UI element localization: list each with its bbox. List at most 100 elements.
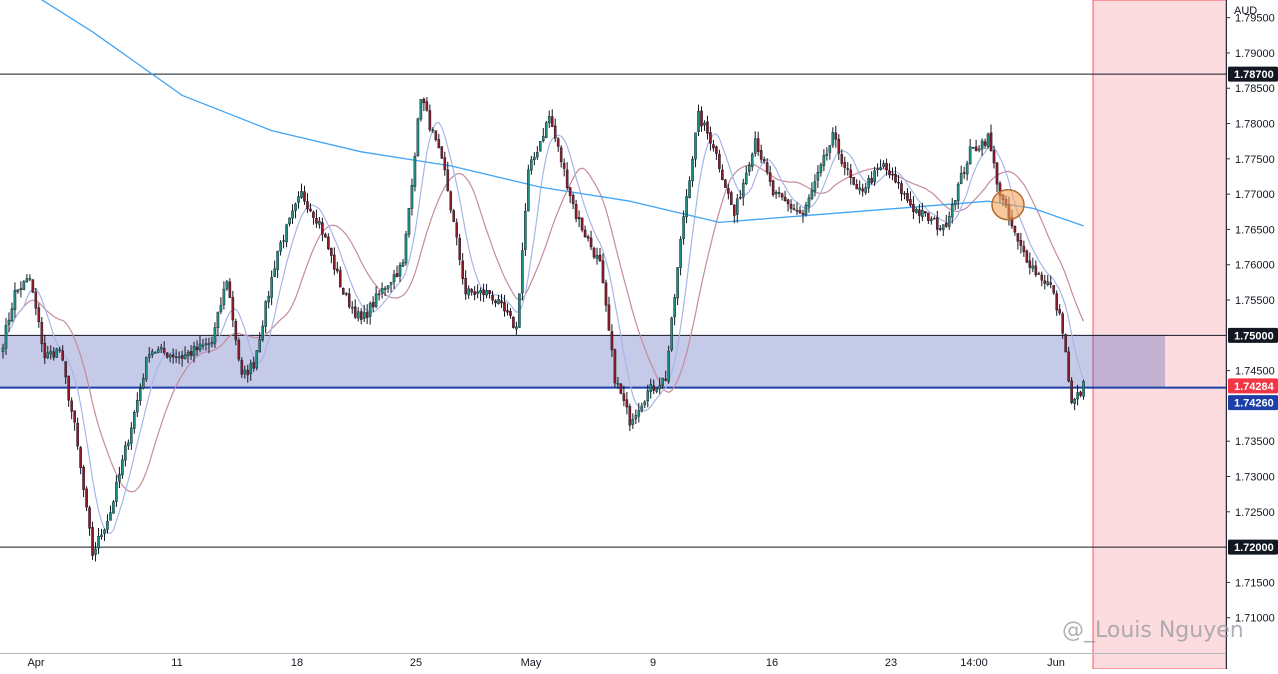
candle <box>106 514 109 534</box>
candle <box>810 182 814 201</box>
candle <box>219 297 223 315</box>
candle <box>339 266 342 288</box>
candle <box>76 417 79 450</box>
candle <box>986 132 990 149</box>
candle <box>458 233 462 266</box>
candle <box>276 250 279 278</box>
candle <box>368 301 372 325</box>
candle <box>109 505 112 521</box>
candle <box>395 265 399 278</box>
candle <box>467 285 470 299</box>
candle <box>401 258 405 268</box>
candle <box>577 210 581 228</box>
candle <box>879 159 882 171</box>
candle <box>461 253 464 285</box>
candle <box>861 183 864 197</box>
x-tick-label: Jun <box>1047 657 1065 669</box>
candle <box>867 175 870 194</box>
svg-text:1.74260: 1.74260 <box>1234 398 1274 410</box>
candle <box>1070 377 1073 405</box>
candle <box>1034 260 1038 278</box>
candle <box>482 283 485 302</box>
candle <box>100 528 103 540</box>
candle <box>876 163 879 177</box>
candle <box>88 505 91 536</box>
candle <box>258 332 262 353</box>
currency-label: AUD <box>1234 5 1257 17</box>
candle <box>670 316 673 352</box>
candle <box>282 234 285 249</box>
candle <box>336 261 339 274</box>
candle <box>947 211 951 230</box>
candle <box>321 217 324 242</box>
candle <box>643 400 647 408</box>
candle <box>144 356 148 382</box>
candle <box>112 500 115 514</box>
candle <box>509 307 512 319</box>
candle <box>16 289 20 294</box>
candle <box>4 317 8 355</box>
candle <box>962 166 966 179</box>
candle <box>267 290 270 309</box>
candle <box>249 359 253 381</box>
candle <box>783 190 787 202</box>
candle <box>586 234 590 242</box>
svg-text:1.74284: 1.74284 <box>1234 381 1275 393</box>
candle <box>303 185 306 205</box>
candle <box>795 202 799 215</box>
candle <box>918 203 921 224</box>
support-resistance-zone <box>0 335 1165 388</box>
svg-text:1.75000: 1.75000 <box>1234 330 1274 342</box>
candle <box>479 287 482 302</box>
author-watermark: @_Louis Nguyen <box>1062 618 1244 643</box>
candle <box>703 120 706 131</box>
candle <box>807 194 811 213</box>
y-tick-label: 1.79000 <box>1235 48 1275 60</box>
candle <box>562 158 566 177</box>
moving-average-200-line <box>40 0 1084 227</box>
candle <box>682 210 685 245</box>
candle <box>344 292 348 297</box>
candle <box>234 318 238 346</box>
candle <box>533 151 536 166</box>
candle <box>673 293 676 326</box>
candle <box>497 294 500 305</box>
candle <box>553 118 557 143</box>
candle <box>897 174 900 189</box>
candle <box>333 247 336 276</box>
candle <box>706 115 709 140</box>
candle <box>831 127 835 148</box>
candle <box>470 287 473 296</box>
candle <box>1037 271 1041 275</box>
candle <box>410 178 414 216</box>
candle <box>727 183 730 200</box>
candle <box>192 341 196 363</box>
candle <box>595 247 599 265</box>
candle <box>404 230 408 266</box>
candle <box>709 126 712 151</box>
candle <box>777 186 781 198</box>
y-tick-label: 1.77500 <box>1235 154 1275 166</box>
candle <box>443 151 447 176</box>
candle <box>350 301 354 314</box>
x-tick-label: 14:00 <box>960 657 988 669</box>
candle <box>413 152 417 192</box>
candle <box>243 365 247 379</box>
candle <box>906 188 909 204</box>
candle <box>115 475 118 507</box>
candle <box>195 340 199 356</box>
x-tick-label: May <box>521 657 542 669</box>
candle <box>616 376 620 389</box>
candle <box>240 357 244 379</box>
candle <box>974 139 978 152</box>
candle <box>924 211 927 217</box>
candle <box>52 347 56 361</box>
candle <box>959 165 963 185</box>
candle <box>646 384 650 408</box>
candle <box>386 285 390 294</box>
candle <box>213 322 217 348</box>
candle <box>655 388 659 394</box>
candle <box>804 201 808 217</box>
